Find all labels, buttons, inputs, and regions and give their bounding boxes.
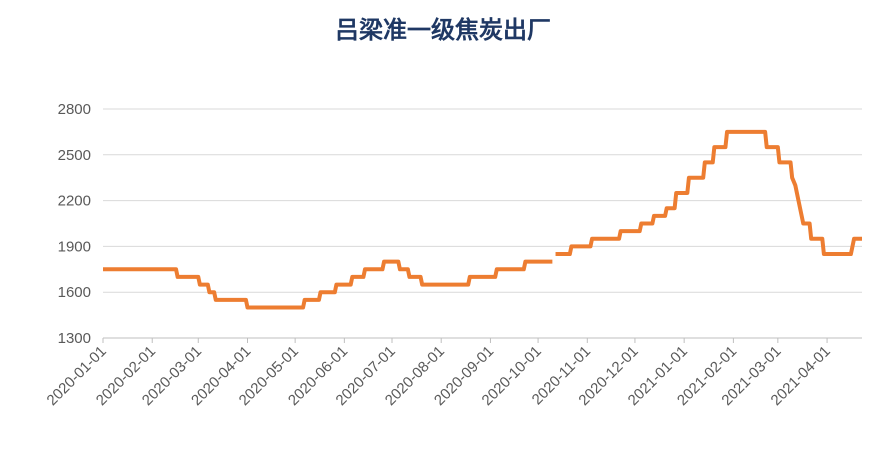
y-tick-label: 1900	[58, 238, 91, 255]
line-series	[103, 129, 862, 310]
y-tick-label: 2500	[58, 147, 91, 164]
y-tick-label: 2800	[58, 101, 91, 118]
y-tick-label: 1600	[58, 284, 91, 301]
y-tick-label: 2200	[58, 193, 91, 210]
chart-title: 吕梁准一级焦炭出厂	[335, 16, 551, 44]
y-tick-label: 1300	[58, 330, 91, 347]
